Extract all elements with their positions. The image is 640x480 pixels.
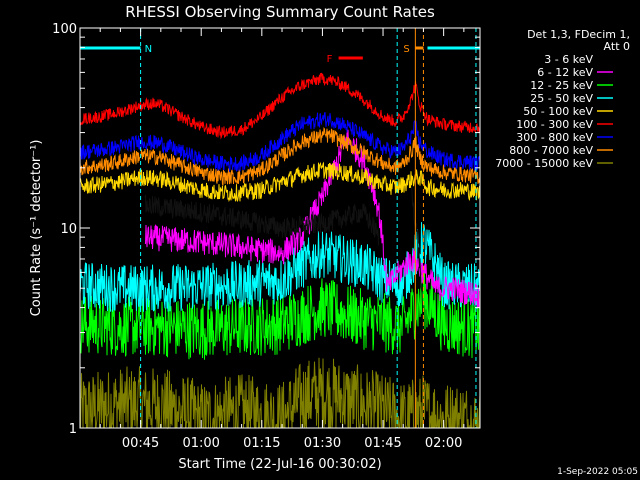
series-3-6-kev <box>144 187 424 331</box>
generation-timestamp: 1-Sep-2022 05:05 <box>557 467 638 477</box>
legend-entry-label: 25 - 50 keV <box>530 92 593 105</box>
flag-label-S: S <box>403 44 409 55</box>
series-300-800-kev <box>79 112 481 173</box>
legend-header-line2: Att 0 <box>604 40 630 53</box>
chart-title: RHESSI Observing Summary Count Rates <box>125 3 435 21</box>
observing-flags: NFS <box>80 44 480 65</box>
series-line <box>79 127 481 186</box>
legend-entry-label: 50 - 100 keV <box>523 105 593 118</box>
series-100-300-kev <box>79 72 481 140</box>
series-line <box>79 269 481 360</box>
legend-entry-label: 300 - 800 keV <box>516 131 593 144</box>
x-tick-label: 01:00 <box>182 436 219 451</box>
legend-entry-label: 6 - 12 keV <box>537 66 593 79</box>
y-axis-ticks: 1 10 100 <box>52 22 480 437</box>
y-tick-label: 10 <box>60 222 77 237</box>
x-tick-label: 01:30 <box>304 436 341 451</box>
x-tick-label: 02:00 <box>425 436 462 451</box>
series-7000-15000-kev <box>79 357 481 430</box>
plot-data <box>79 72 481 430</box>
y-tick-label: 100 <box>52 22 77 37</box>
series-12-25-kev <box>79 269 481 360</box>
legend-entry-label: 800 - 7000 keV <box>509 144 593 157</box>
series-line <box>144 129 481 309</box>
legend-header-line1: Det 1,3, FDecim 1, <box>527 28 630 41</box>
x-tick-label: 00:45 <box>122 436 159 451</box>
series-line <box>79 357 481 430</box>
y-tick-label: 1 <box>69 422 77 437</box>
flag-label-N: N <box>145 44 152 55</box>
series-line <box>79 161 481 203</box>
x-tick-label: 01:15 <box>243 436 280 451</box>
legend-entry-label: 3 - 6 keV <box>544 53 593 66</box>
legend-entry-label: 12 - 25 keV <box>530 79 593 92</box>
flag-label-F: F <box>327 54 333 65</box>
y-axis-label: Count Rate (s⁻¹ detector⁻¹) <box>29 140 44 317</box>
legend-entry-label: 7000 - 15000 keV <box>495 157 593 170</box>
series-line <box>79 72 481 140</box>
series-50-100-kev <box>79 161 481 203</box>
series-800-7000-kev <box>79 127 481 186</box>
x-axis-ticks: 00:45 01:00 01:15 01:30 01:45 02:00 <box>99 28 465 451</box>
series-line <box>79 112 481 173</box>
series-line <box>144 187 424 331</box>
x-axis-label: Start Time (22-Jul-16 00:30:02) <box>178 457 381 472</box>
series-6-12-kev <box>144 129 481 309</box>
x-tick-label: 01:45 <box>364 436 401 451</box>
legend-entry-label: 100 - 300 keV <box>516 118 593 131</box>
